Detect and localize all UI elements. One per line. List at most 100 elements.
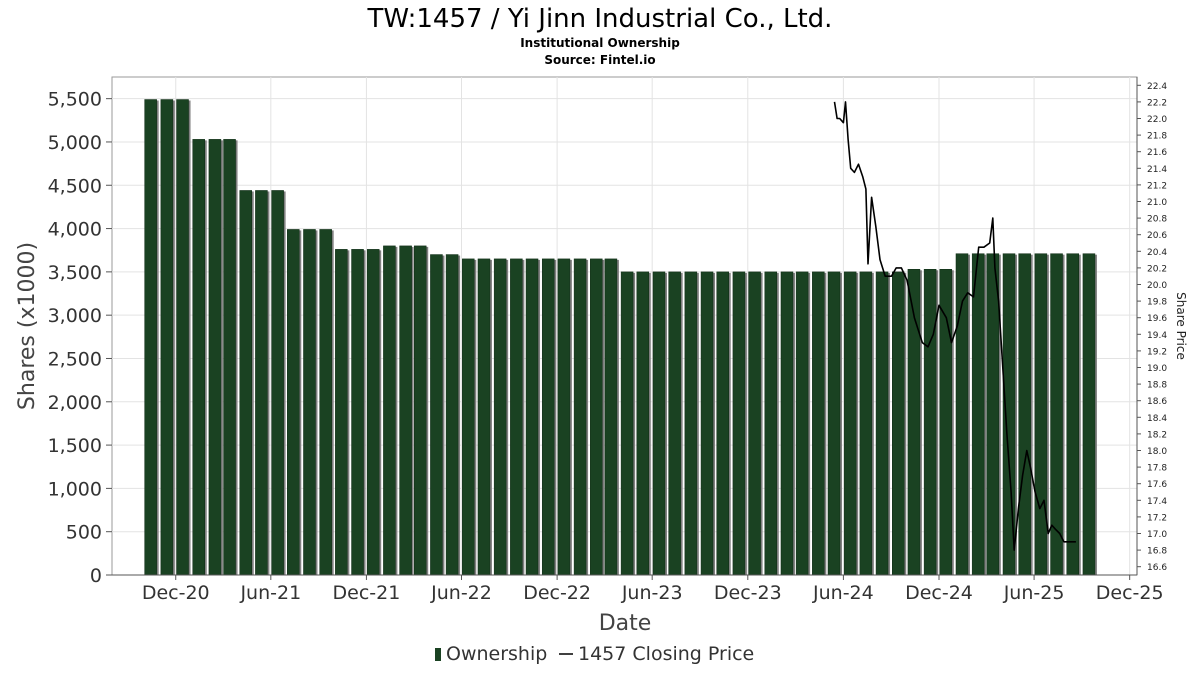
y-tick-label: 1,500: [48, 435, 102, 457]
ownership-bar: [780, 271, 794, 576]
y-tick-label: 1,000: [48, 478, 102, 500]
y-tick-label: 4,500: [48, 175, 102, 197]
ownership-bar: [668, 271, 681, 576]
ownership-bar: [477, 258, 491, 576]
y2-tick-label: 21.4: [1147, 165, 1167, 175]
x-tick-label: Dec-22: [523, 582, 591, 604]
y2-tick-label: 19.4: [1147, 331, 1167, 341]
ownership-bar: [366, 249, 380, 576]
y2-tick-label: 21.0: [1147, 198, 1167, 208]
ownership-bar: [764, 271, 778, 576]
ownership-bar: [351, 249, 364, 576]
ownership-bar: [192, 139, 205, 576]
ownership-bar: [319, 229, 332, 576]
price-line-group: [833, 101, 1076, 551]
ownership-bar: [541, 258, 555, 576]
ownership-bar: [652, 271, 666, 576]
y2-tick-label: 21.8: [1147, 132, 1167, 142]
y2-tick-label: 16.6: [1147, 563, 1167, 573]
ownership-bar: [335, 249, 348, 576]
y2-tick-label: 18.4: [1147, 414, 1167, 424]
y-tick-label: 3,000: [48, 305, 102, 327]
y2-tick-label: 20.2: [1147, 264, 1167, 274]
ownership-bar: [144, 99, 157, 576]
y2-tick-label: 19.8: [1147, 298, 1167, 308]
y2-tick-label: 20.6: [1147, 231, 1167, 241]
y2-tick-label: 20.8: [1147, 215, 1167, 225]
y-tick-label: 2,500: [48, 348, 102, 370]
chart-source: Source: Fintel.io: [544, 53, 655, 67]
y-tick-label: 5,500: [48, 89, 102, 111]
ownership-bar: [1066, 253, 1079, 576]
y2-tick-label: 22.2: [1147, 98, 1167, 108]
x-tick-label: Dec-23: [714, 582, 782, 604]
x-tick-label: Jun-25: [1003, 582, 1065, 604]
y-tick-label: 2,000: [48, 392, 102, 414]
ownership-bar: [732, 271, 746, 576]
y-tick-label: 0: [90, 565, 102, 587]
x-tick-label: Jun-22: [430, 582, 492, 604]
ownership-bar: [413, 245, 427, 576]
y2-tick-label: 17.4: [1147, 497, 1167, 507]
y2-tick-label: 17.0: [1147, 530, 1167, 540]
ownership-bar: [223, 139, 236, 576]
ownership-bar: [493, 258, 507, 576]
ownership-bar: [748, 271, 761, 576]
x-tick-label: Dec-25: [1096, 582, 1164, 604]
chart-title: TW:1457 / Yi Jinn Industrial Co., Ltd.: [367, 4, 833, 34]
x-tick-label: Dec-20: [142, 582, 210, 604]
ownership-bar: [971, 253, 985, 576]
x-tick-label: Jun-21: [239, 582, 301, 604]
ownership-bar: [1034, 253, 1048, 576]
ownership-bar: [590, 258, 603, 576]
ownership-bar: [239, 190, 252, 576]
ownership-bar: [716, 271, 729, 576]
ownership-bar: [1082, 253, 1096, 576]
y2-tick-label: 17.6: [1147, 480, 1167, 490]
ownership-bar: [510, 258, 523, 576]
ownership-bar: [843, 271, 857, 576]
ownership-bar: [557, 258, 571, 576]
x-tick-label: Dec-24: [905, 582, 973, 604]
ownership-bar: [525, 258, 539, 576]
y2-tick-label: 18.2: [1147, 430, 1167, 440]
ownership-bar: [462, 258, 475, 576]
ownership-bar: [303, 229, 316, 576]
y-axis-label: Shares (x1000): [15, 242, 40, 410]
y-axis-left: 0 500 1,000 1,500 2,000 2,500 3,000 3,500 4,000 4…: [48, 89, 112, 587]
y2-tick-label: 20.4: [1147, 248, 1167, 258]
ownership-bar: [383, 245, 396, 576]
x-tick-label: Jun-23: [621, 582, 683, 604]
y2-tick-label: 20.0: [1147, 281, 1167, 291]
ownership-bar: [827, 271, 841, 576]
ownership-bar: [684, 271, 698, 576]
ownership-bar: [287, 229, 300, 576]
ownership-bar: [812, 271, 825, 576]
ownership-bar: [636, 271, 650, 576]
y2-tick-label: 18.0: [1147, 447, 1167, 457]
legend-price-label: 1457 Closing Price: [578, 643, 754, 665]
y-tick-label: 3,500: [48, 262, 102, 284]
ownership-bar: [430, 254, 443, 576]
ownership-bar: [208, 139, 222, 576]
x-axis-label: Date: [599, 611, 652, 636]
y2-tick-label: 19.0: [1147, 364, 1167, 374]
ownership-bar: [620, 271, 634, 576]
y-tick-label: 5,000: [48, 132, 102, 154]
ownership-bar: [573, 258, 587, 576]
ownership-bar: [445, 254, 459, 576]
ownership-bar: [795, 271, 809, 576]
legend: Ownership 1457 Closing Price: [435, 643, 754, 665]
y2-tick-label: 19.6: [1147, 314, 1167, 324]
ownership-bar: [1018, 253, 1031, 576]
ownership-bar: [604, 258, 618, 576]
y2-tick-label: 21.2: [1147, 181, 1167, 191]
y2-tick-label: 18.8: [1147, 381, 1167, 391]
y2-axis-label: Share Price: [1174, 292, 1188, 360]
y2-tick-label: 16.8: [1147, 547, 1167, 557]
ownership-bar: [859, 271, 873, 576]
ownership-bar: [986, 253, 1000, 576]
ownership-bar: [255, 190, 268, 576]
